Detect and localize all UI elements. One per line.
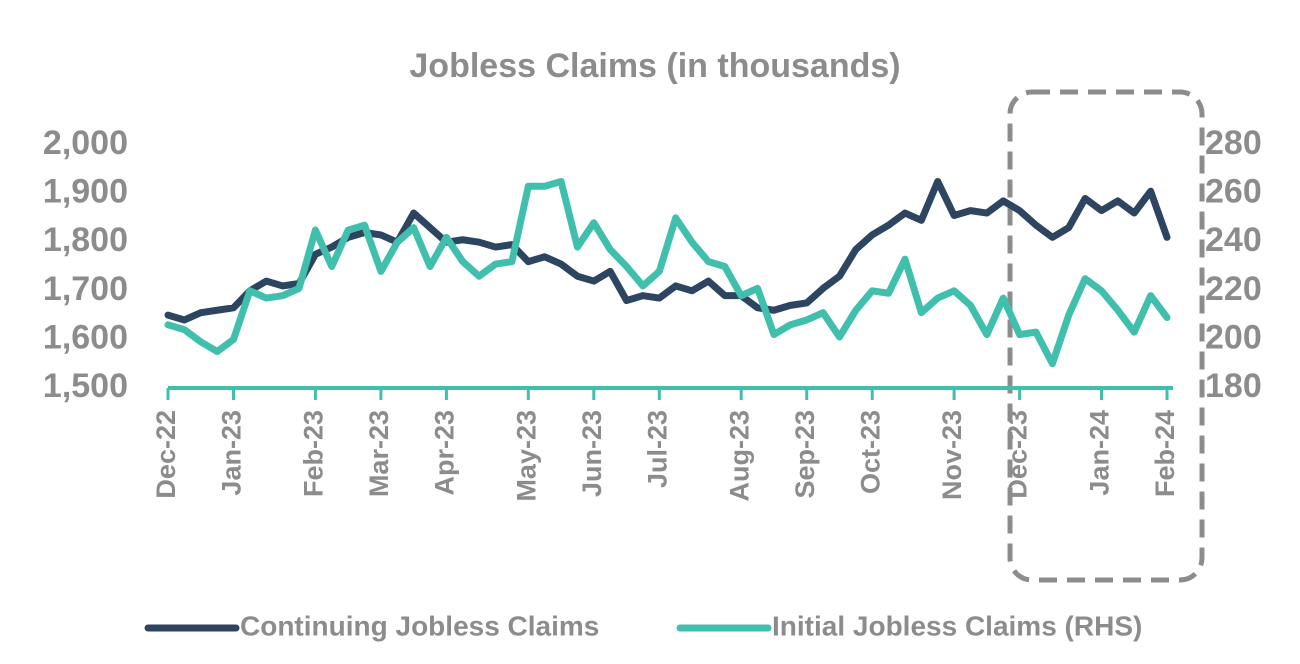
x-tick-label: Sep-23	[790, 410, 820, 499]
series-line	[164, 177, 1171, 324]
series-line	[164, 177, 1171, 368]
y2-tick-label: 180	[1205, 367, 1262, 405]
x-tick-label: Jun-23	[577, 410, 607, 497]
y-tick-label: 1,500	[43, 367, 128, 405]
x-tick-label: Jan-23	[217, 410, 247, 496]
y-tick-label: 1,600	[43, 318, 128, 356]
y-tick-label: 1,700	[43, 270, 128, 308]
x-tick-label: Dec-22	[151, 410, 181, 499]
y-tick-label: 1,800	[43, 221, 128, 259]
x-tick-label: Mar-23	[364, 410, 394, 497]
y2-tick-label: 240	[1205, 221, 1262, 259]
x-tick-label: May-23	[511, 410, 541, 502]
x-tick-label: Oct-23	[855, 410, 885, 494]
legend-label: Initial Jobless Claims (RHS)	[772, 610, 1142, 641]
y2-tick-label: 280	[1205, 124, 1262, 162]
x-tick-label: Nov-23	[937, 410, 967, 500]
y2-tick-label: 260	[1205, 173, 1262, 211]
x-tick-label: Dec-23	[1003, 410, 1033, 499]
y-tick-label: 1,900	[43, 173, 128, 211]
x-tick-label: Feb-23	[299, 410, 329, 497]
x-tick-label: Aug-23	[724, 410, 754, 502]
x-tick-label: Jan-24	[1085, 410, 1115, 496]
highlight-box	[1007, 89, 1205, 583]
legend-label: Continuing Jobless Claims	[240, 610, 599, 641]
chart-title: Jobless Claims (in thousands)	[409, 47, 900, 85]
x-tick-label: Feb-24	[1150, 410, 1180, 497]
y2-tick-label: 200	[1205, 318, 1262, 356]
y2-tick-label: 220	[1205, 270, 1262, 308]
x-tick-label: Apr-23	[430, 410, 460, 496]
y-tick-label: 2,000	[43, 124, 128, 162]
x-tick-label: Jul-23	[642, 410, 672, 488]
